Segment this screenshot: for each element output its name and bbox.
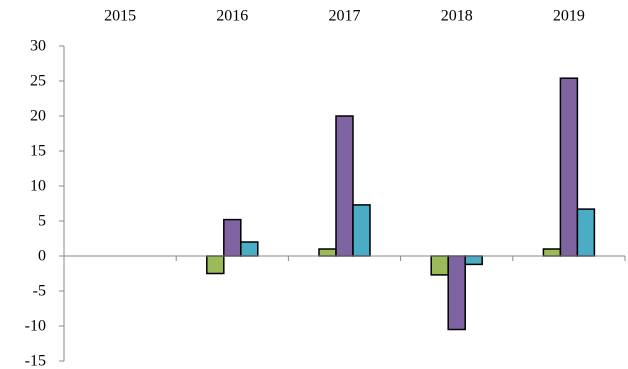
y-tick-label: 25 <box>30 73 46 90</box>
bar-2017-series-3 <box>352 204 371 257</box>
bar-2018-series-3 <box>464 255 483 266</box>
y-tick-label: -15 <box>25 353 46 369</box>
y-tick-label: 30 <box>30 38 46 55</box>
bar-2016-series-3 <box>240 241 259 257</box>
axes <box>63 46 626 361</box>
y-axis-ticks: 30 25 20 15 10 5 0 -5 -10 -15 <box>25 38 64 369</box>
bar-2017-series-1 <box>318 248 337 257</box>
y-tick-label: 15 <box>30 143 46 160</box>
y-tick-label: 5 <box>38 213 46 230</box>
bar-2019-series-3 <box>576 208 596 257</box>
y-tick-label: -10 <box>25 318 46 335</box>
bar-2016-series-1 <box>206 255 225 275</box>
bar-2017-series-2 <box>335 115 354 257</box>
x-category-label: 2018 <box>441 8 473 25</box>
y-tick-label: 20 <box>30 108 46 125</box>
x-category-label: 2015 <box>104 8 136 25</box>
bar-2016-series-2 <box>223 218 242 257</box>
bar-2018-series-2 <box>447 255 466 331</box>
y-tick-label: 0 <box>38 248 46 265</box>
x-category-label: 2019 <box>553 8 585 25</box>
x-axis-category-labels: 2015 2016 2017 2018 2019 <box>104 8 585 25</box>
bars <box>206 77 596 331</box>
bar-2019-series-2 <box>559 77 579 257</box>
bar-2019-series-1 <box>542 248 562 257</box>
y-tick-label: -5 <box>33 283 46 300</box>
x-category-label: 2017 <box>329 8 361 25</box>
y-tick-label: 10 <box>30 178 46 195</box>
x-category-label: 2016 <box>216 8 248 25</box>
bar-2018-series-1 <box>430 255 449 276</box>
